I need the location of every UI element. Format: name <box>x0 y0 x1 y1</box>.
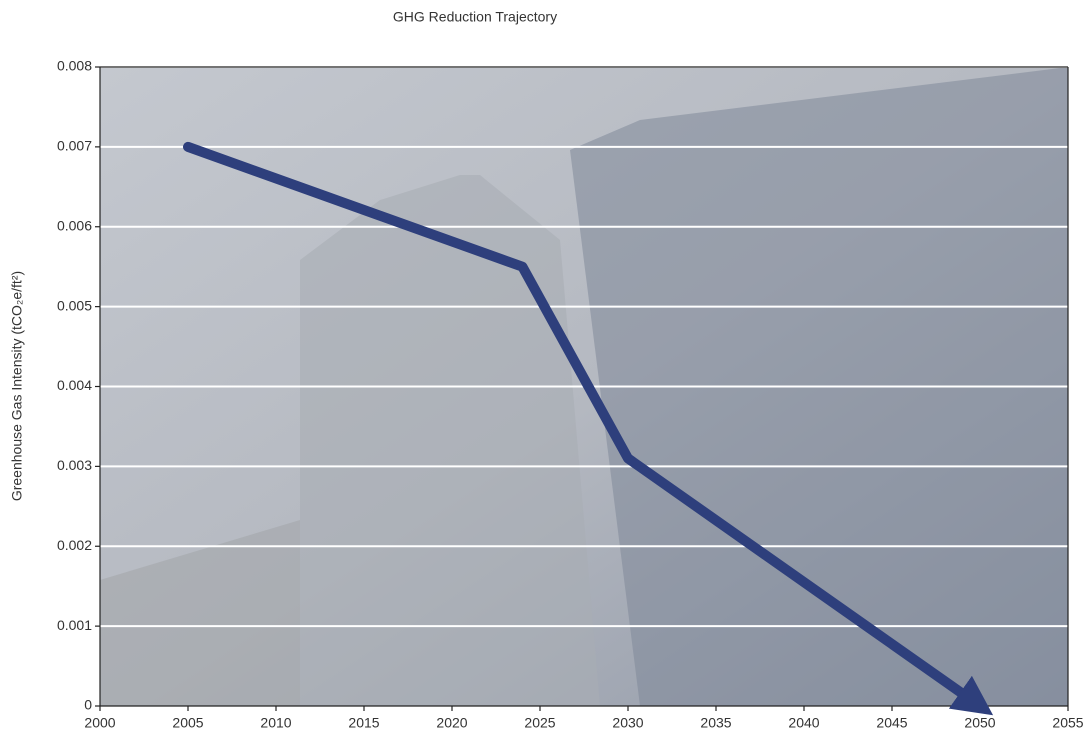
trajectory-line <box>183 141 994 716</box>
x-tick-label: 2010 <box>260 715 291 731</box>
x-tick-label: 2025 <box>524 715 555 731</box>
y-axis-label: Greenhouse Gas Intensity (tCO₂e/ft²) <box>9 271 25 501</box>
y-tick-label: 0.005 <box>57 297 92 313</box>
x-tick-label: 2015 <box>348 715 379 731</box>
x-tick-label: 2045 <box>876 715 907 731</box>
y-tick-label: 0.001 <box>57 617 92 633</box>
x-tick-label: 2000 <box>84 715 115 731</box>
x-tick-label: 2055 <box>1052 715 1083 731</box>
y-tick-label: 0.004 <box>57 377 92 393</box>
y-tick-label: 0.006 <box>57 217 92 233</box>
x-tick-label: 2020 <box>436 715 467 731</box>
x-tick-label: 2040 <box>788 715 819 731</box>
x-tick-label: 2050 <box>964 715 995 731</box>
y-tick-label: 0.007 <box>57 138 92 154</box>
x-tick-label: 2030 <box>612 715 643 731</box>
y-tick-label: 0.002 <box>57 537 92 553</box>
y-tick-label: 0.008 <box>57 58 92 74</box>
y-tick-label: 0 <box>84 697 92 713</box>
y-tick-label: 0.003 <box>57 457 92 473</box>
chart-title: GHG Reduction Trajectory <box>393 9 557 25</box>
x-tick-label: 2035 <box>700 715 731 731</box>
x-tick-label: 2005 <box>172 715 203 731</box>
